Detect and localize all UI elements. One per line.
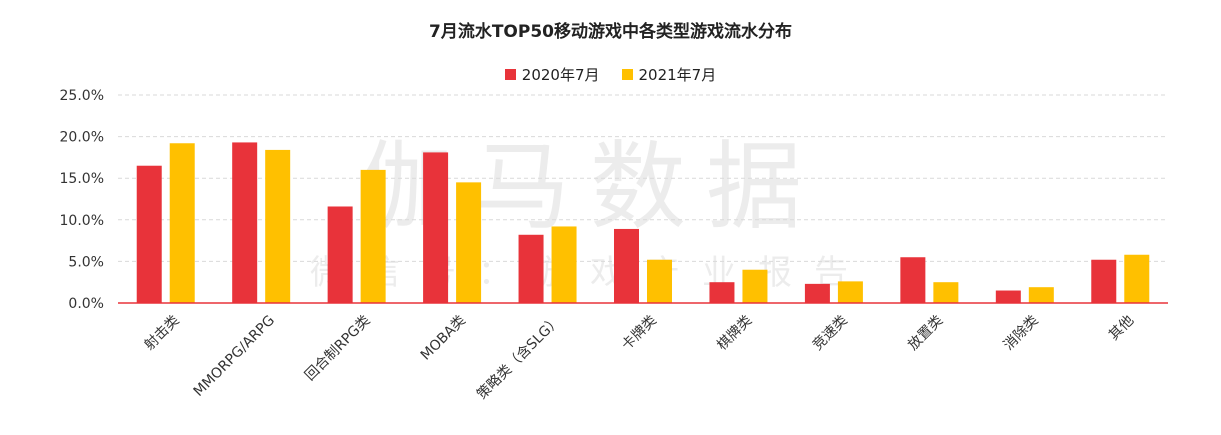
x-tick-label: 回合制RPG类 bbox=[302, 313, 373, 384]
bar-2021-8 bbox=[933, 282, 959, 303]
x-tick-label: 策略类（含SLG） bbox=[473, 312, 564, 403]
y-tick-label: 20.0% bbox=[60, 130, 104, 146]
bar-2020-3 bbox=[423, 152, 449, 303]
x-tick-label: 放置类 bbox=[905, 313, 946, 354]
bar-2020-1 bbox=[232, 142, 258, 303]
bar-2020-9 bbox=[995, 290, 1021, 303]
bar-2020-6 bbox=[709, 282, 735, 303]
y-tick-label: 10.0% bbox=[60, 213, 104, 229]
bar-2020-4 bbox=[518, 234, 544, 303]
legend-item-2021: 2021年7月 bbox=[621, 64, 717, 85]
bar-2021-4 bbox=[551, 226, 577, 303]
bar-2020-8 bbox=[900, 257, 926, 303]
bar-2021-2 bbox=[360, 169, 386, 303]
y-tick-label: 0.0% bbox=[68, 296, 104, 312]
x-tick-label: MOBA类 bbox=[418, 313, 469, 364]
legend-item-2020: 2020年7月 bbox=[504, 64, 600, 85]
bar-2021-0 bbox=[169, 143, 195, 303]
bar-2021-5 bbox=[647, 259, 672, 303]
x-tick-label: 射击类 bbox=[142, 313, 183, 354]
watermark-sub-text: 微信号：游戏产业报告 bbox=[310, 253, 870, 293]
y-tick-label: 15.0% bbox=[60, 171, 104, 187]
bar-2021-1 bbox=[265, 149, 291, 303]
y-tick-label: 25.0% bbox=[60, 88, 104, 104]
bar-2021-6 bbox=[742, 269, 768, 303]
x-tick-label: 其他 bbox=[1106, 313, 1137, 344]
bar-2021-3 bbox=[456, 182, 482, 303]
y-tick-label: 5.0% bbox=[68, 254, 104, 270]
bar-2021-10 bbox=[1124, 254, 1150, 303]
x-tick-label: 消除类 bbox=[1001, 313, 1042, 354]
bar-2020-10 bbox=[1091, 259, 1117, 303]
bar-2020-2 bbox=[327, 206, 353, 303]
legend: 2020年7月 2021年7月 bbox=[0, 64, 1221, 85]
bars bbox=[136, 142, 1150, 303]
legend-label-2021: 2021年7月 bbox=[638, 66, 717, 84]
legend-label-2020: 2020年7月 bbox=[521, 66, 600, 84]
bar-2020-0 bbox=[136, 165, 162, 303]
bar-2020-5 bbox=[614, 228, 639, 303]
y-axis: 0.0% 5.0% 10.0% 15.0% 20.0% 25.0% bbox=[60, 88, 104, 312]
bar-2020-7 bbox=[804, 283, 830, 303]
x-tick-label: 棋牌类 bbox=[714, 312, 756, 354]
chart-title: 7月流水TOP50移动游戏中各类型游戏流水分布 bbox=[429, 22, 792, 42]
x-tick-label: 竞速类 bbox=[809, 312, 851, 354]
x-tick-label: MMORPG/ARPG bbox=[191, 313, 278, 400]
legend-swatch-2021 bbox=[621, 69, 633, 80]
x-axis: 射击类 MMORPG/ARPG 回合制RPG类 MOBA类 策略类（含SLG） 卡牌类 棋牌… bbox=[118, 302, 1168, 403]
x-tick-label: 卡牌类 bbox=[618, 312, 660, 354]
watermark: 伽马数据 微信号：游戏产业报告 bbox=[310, 131, 870, 293]
legend-swatch-2020 bbox=[504, 69, 516, 80]
bar-2021-7 bbox=[837, 281, 863, 303]
bar-2021-9 bbox=[1028, 287, 1054, 303]
gridlines bbox=[118, 94, 1168, 262]
